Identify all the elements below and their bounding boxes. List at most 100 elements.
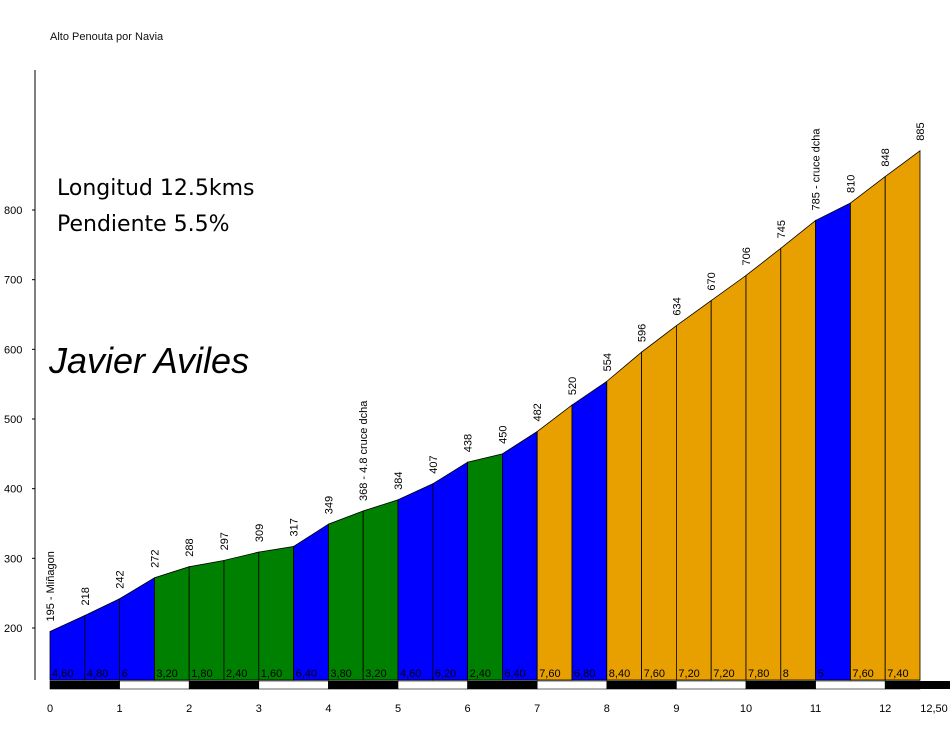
segment-19 — [710, 274, 747, 681]
segment-23 — [850, 175, 886, 681]
grade-label-12: 2,40 — [470, 668, 491, 680]
segment-7 — [293, 523, 329, 681]
segment-16 — [606, 351, 642, 681]
segments-layer — [49, 149, 921, 681]
segment-24 — [884, 149, 921, 681]
km-block-7 — [536, 680, 608, 690]
altitude-label-14: 482 — [532, 403, 544, 421]
x-tick-label-9: 9 — [673, 703, 679, 715]
length-text: Longitud 12.5kms — [57, 176, 255, 201]
x-tick-label-10: 10 — [740, 703, 752, 715]
altitude-label-11: 407 — [428, 455, 440, 473]
x-tick-label-12: 12 — [879, 703, 891, 715]
km-block-12 — [884, 680, 921, 690]
grade-label-7: 6,40 — [296, 668, 317, 680]
altitude-label-0: 195 - Miñagon — [45, 551, 57, 621]
segment-12 — [467, 453, 503, 681]
y-tick-label-500: 500 — [4, 414, 22, 426]
grade-label-6: 1,60 — [261, 668, 282, 680]
altitude-label-19: 670 — [706, 272, 718, 290]
altitude-label-12: 438 — [463, 434, 475, 452]
grade-label-15: 6,80 — [574, 668, 595, 680]
km-block-10 — [745, 680, 816, 690]
altitude-label-15: 520 — [567, 377, 579, 395]
x-tick-label-4: 4 — [325, 703, 331, 715]
grade-label-9: 3,20 — [365, 668, 386, 680]
altitude-label-10: 384 — [393, 471, 405, 489]
x-tick-label-1: 1 — [117, 703, 123, 715]
y-tick-label-300: 300 — [4, 553, 22, 565]
grade-label-24: 7,40 — [887, 668, 908, 680]
grade-label-14: 7,60 — [539, 668, 560, 680]
altitude-label-20: 706 — [741, 247, 753, 265]
km-block-6 — [467, 680, 538, 690]
grade-labels-layer: 4,60 4,80 6 3,20 1,80 2,40 1,60 6,40 3,80 3,20 4,6… — [52, 668, 909, 680]
x-tick-label-2: 2 — [186, 703, 192, 715]
x-tick-label-3: 3 — [256, 703, 262, 715]
grade-label-8: 3,80 — [330, 668, 351, 680]
x-tick-label-5: 5 — [395, 703, 401, 715]
altitude-labels-layer: 195 - Miñagon 218 242 272 288 297 309 317 349 368… — [45, 122, 927, 621]
gradient-text: Pendiente 5.5% — [57, 212, 230, 237]
grade-label-2: 6 — [122, 668, 128, 680]
segment-4 — [188, 559, 225, 681]
grade-label-17: 7,60 — [644, 668, 665, 680]
y-tick-label-700: 700 — [4, 275, 22, 287]
altitude-label-8: 349 — [323, 496, 335, 514]
author-text: Javier Aviles — [49, 340, 250, 381]
segment-20 — [745, 247, 782, 681]
altitude-label-17: 596 — [637, 324, 649, 342]
km-block-4 — [328, 680, 399, 690]
segment-10 — [397, 483, 434, 681]
segment-21 — [780, 219, 816, 681]
km-block-2 — [188, 680, 260, 690]
km-block-end — [920, 681, 950, 689]
segment-2 — [119, 577, 155, 681]
altitude-label-16: 554 — [602, 353, 614, 371]
km-block-3 — [258, 680, 329, 690]
grade-label-11: 6,20 — [435, 668, 456, 680]
segment-11 — [432, 461, 468, 681]
altitude-label-9: 368 - 4.8 cruce dcha — [358, 400, 370, 501]
altitude-label-1: 218 — [80, 587, 92, 605]
grade-label-20: 7,80 — [748, 668, 769, 680]
y-tick-label-800: 800 — [4, 205, 22, 217]
grade-label-21: 8 — [783, 668, 789, 680]
segment-8 — [328, 510, 364, 681]
y-tick-label-400: 400 — [4, 484, 22, 496]
grade-label-23: 7,60 — [852, 668, 873, 680]
altitude-label-23: 810 — [845, 175, 857, 193]
segment-17 — [641, 324, 677, 681]
segment-18 — [676, 299, 712, 681]
segment-9 — [362, 499, 399, 681]
grade-label-10: 4,60 — [400, 668, 421, 680]
grade-label-1: 4,80 — [87, 668, 108, 680]
segment-5 — [223, 551, 260, 681]
altitude-label-21: 745 — [776, 220, 788, 238]
grade-label-19: 7,20 — [713, 668, 734, 680]
x-tick-label-13: 12,50 — [920, 703, 948, 715]
altitude-label-13: 450 — [497, 425, 509, 443]
x-tick-label-7: 7 — [534, 703, 540, 715]
grade-label-5: 2,40 — [226, 668, 247, 680]
km-block-5 — [397, 680, 468, 690]
x-tick-label-6: 6 — [465, 703, 471, 715]
segment-22 — [815, 202, 851, 681]
segment-15 — [571, 380, 608, 681]
grade-label-22: 5 — [818, 668, 824, 680]
chart-title: Alto Penouta por Navia — [50, 31, 164, 43]
segment-3 — [154, 566, 190, 681]
segment-6 — [258, 546, 294, 681]
grade-label-16: 8,40 — [609, 668, 630, 680]
km-block-9 — [676, 680, 747, 690]
grade-label-18: 7,20 — [678, 668, 699, 680]
km-block-0 — [49, 680, 120, 690]
x-tick-label-8: 8 — [604, 703, 610, 715]
altitude-label-7: 317 — [289, 518, 301, 536]
x-tick-label-0: 0 — [47, 703, 53, 715]
grade-label-4: 1,80 — [191, 668, 212, 680]
segment-14 — [536, 404, 573, 681]
altitude-label-3: 272 — [149, 549, 161, 567]
